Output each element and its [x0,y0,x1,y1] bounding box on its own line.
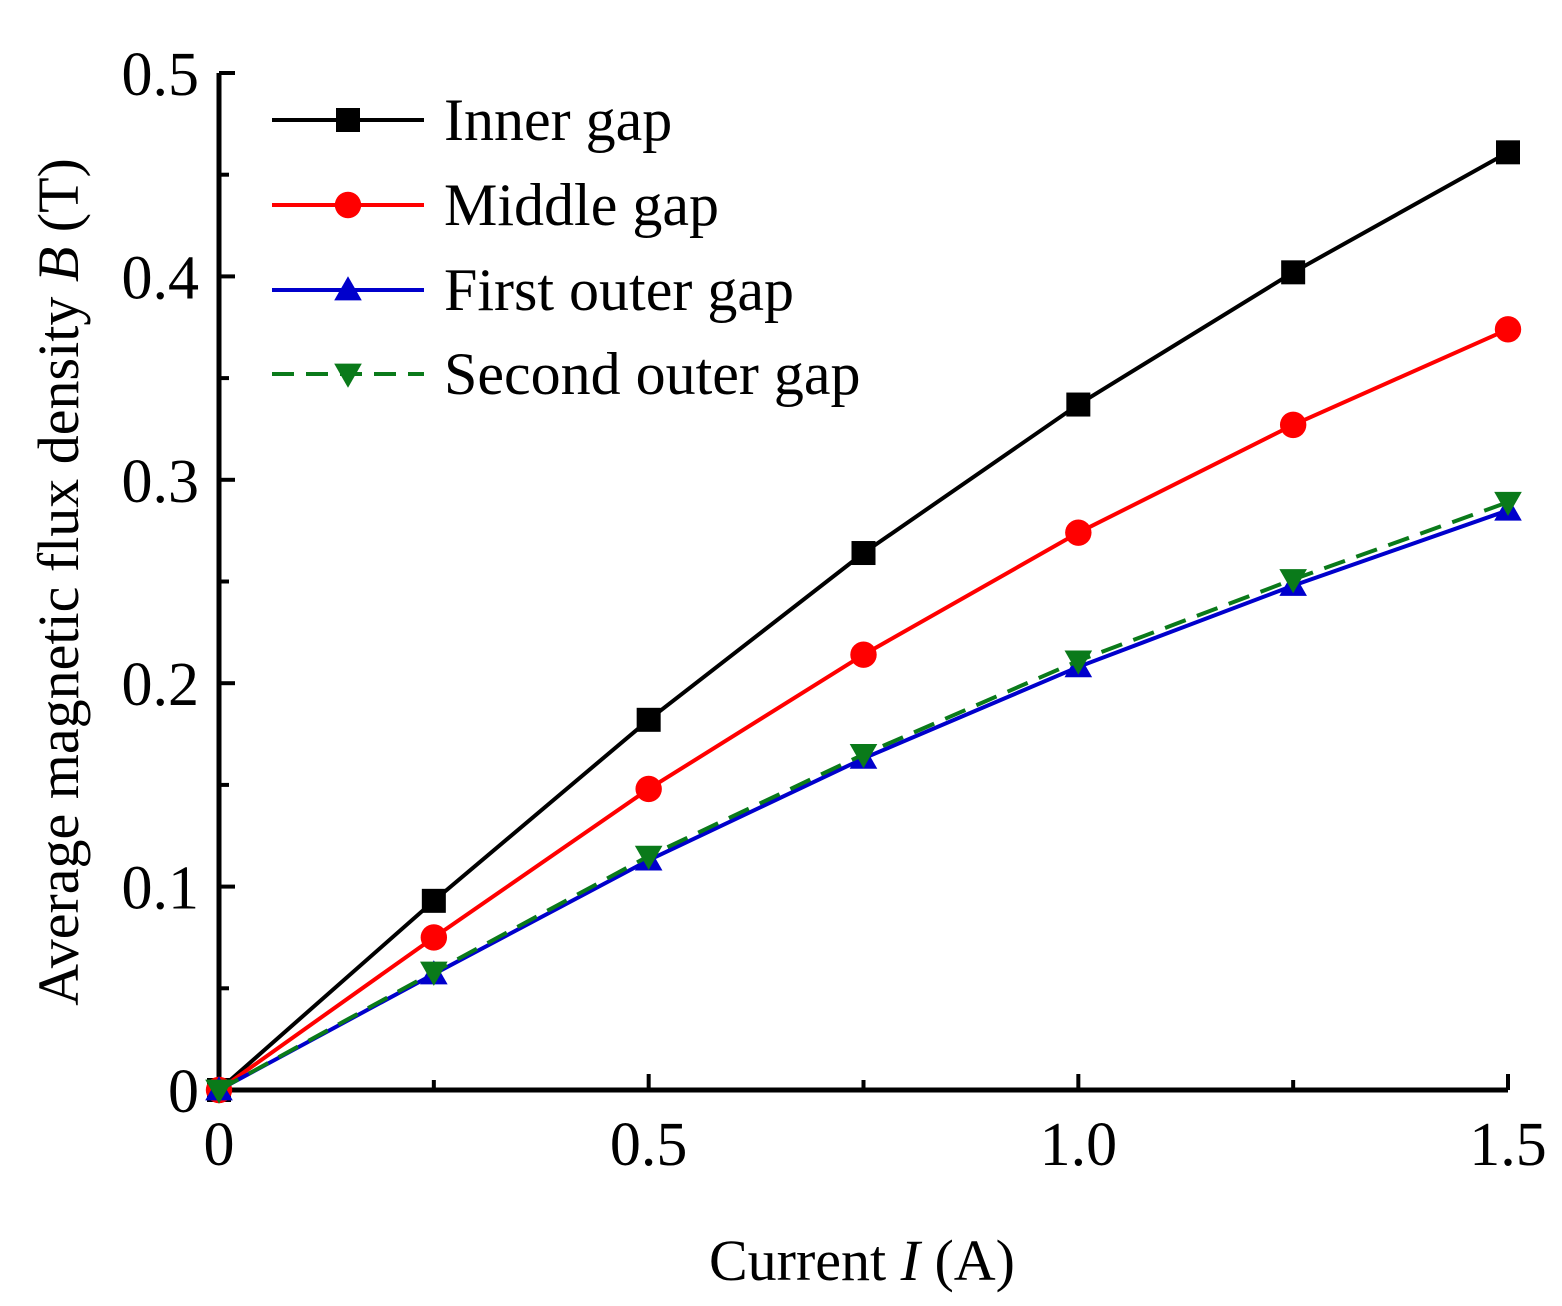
data-point [1281,260,1306,285]
series-line [218,508,1509,1092]
data-point [1494,316,1522,343]
legend-label: Middle gap [444,172,719,238]
series-line [217,150,1509,1092]
x-tick-label: 0 [204,1111,235,1179]
legend-item: Inner gap [272,87,672,153]
series-line [217,327,1509,1092]
y-axis-title: Average magnetic flux density B (T) [26,158,91,1006]
data-point [1065,519,1092,546]
series-second-outer-gap [205,491,1522,1104]
y-tick-label: 0.2 [122,651,200,719]
x-axis-title: Current I (A) [709,1228,1015,1293]
data-point [420,924,448,951]
data-point [636,707,661,732]
data-point [1279,411,1307,439]
data-point [849,744,878,769]
data-point [1064,650,1093,675]
x-tick-label: 1.5 [1469,1111,1547,1179]
data-point [1496,140,1520,165]
x-tick-label: 1.0 [1040,1111,1118,1179]
legend-item: Second outer gap [272,341,861,407]
legend-marker [336,108,360,132]
x-tick-label: 0.5 [610,1111,688,1179]
y-tick-label: 0.5 [122,41,200,109]
legend-item: Middle gap [272,172,719,238]
legend-label: First outer gap [444,257,794,323]
y-tick-label: 0 [168,1058,199,1126]
data-point [635,775,662,803]
legend-marker [334,276,362,301]
series-first-outer-gap [205,496,1522,1101]
data-point [851,541,876,566]
series-line [218,500,1509,1092]
data-point [420,961,448,986]
series-middle-gap [205,316,1522,1104]
legend-label: Inner gap [444,87,672,153]
data-point [1066,392,1091,417]
data-point [1279,569,1307,594]
data-point [1494,491,1522,516]
data-point [205,1079,233,1104]
y-tick-label: 0.3 [122,448,200,516]
data-point [421,888,446,913]
legend-marker [334,363,362,388]
series-inner-gap [207,140,1520,1102]
y-tick-label: 0.1 [122,855,200,923]
legend-marker [334,191,362,219]
legend: Inner gap Middle gap First outer gap Second… [272,87,861,407]
data-point [850,641,877,668]
y-tick-label: 0.4 [122,244,200,312]
legend-item: First outer gap [272,257,794,323]
data-point [634,845,663,870]
legend-label: Second outer gap [444,341,861,407]
series-layer [205,140,1522,1104]
axes: 0 0.5 1.0 1.5 0 0.1 0.2 0.3 0.4 0.5 [122,41,1547,1179]
